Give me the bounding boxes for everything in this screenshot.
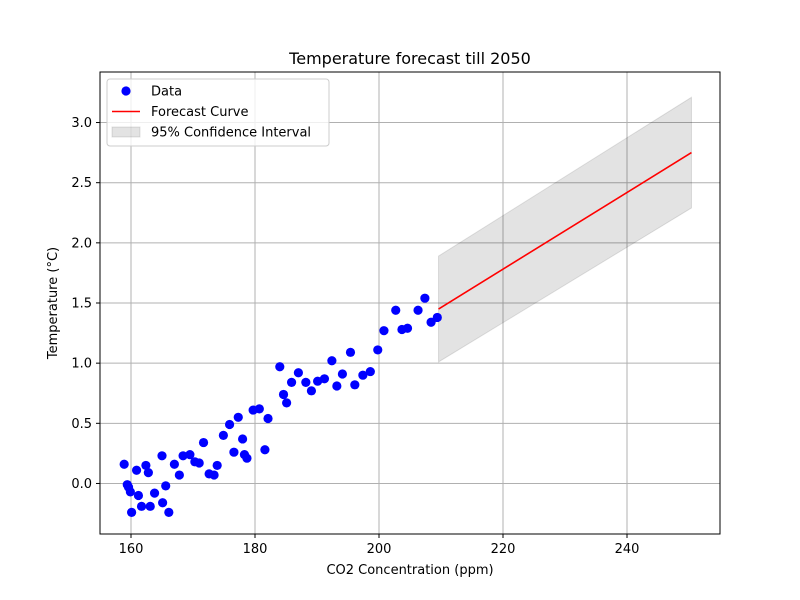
data-point [194,458,204,468]
data-point [282,398,292,408]
data-point [332,381,342,391]
y-tick-label: 1.5 [71,297,92,312]
data-point [278,389,289,400]
data-point [319,374,330,384]
y-tick-label: 0.5 [71,417,92,432]
y-tick-label: 3.0 [71,116,92,131]
y-tick-label: 1.0 [71,357,92,372]
data-point [157,451,167,461]
data-point [379,326,389,336]
data-point [212,460,222,471]
x-tick-label: 180 [243,542,268,557]
data-point [391,305,401,315]
data-point [185,449,195,460]
legend-label: 95% Confidence Interval [151,126,311,141]
data-point [238,434,248,444]
data-points-layer [119,293,442,517]
data-point [254,404,264,414]
data-point [337,369,348,379]
data-point [293,368,303,378]
legend-marker-interval [111,126,141,138]
data-point [119,459,129,469]
forecast-line-layer [438,151,692,310]
x-tick-label: 160 [119,542,144,557]
legend-marker-data [121,86,131,96]
confidence-band-layer [438,96,692,363]
data-point [164,507,174,517]
y-tick-label: 2.5 [71,176,92,191]
data-point [233,412,243,422]
data-point [413,305,423,315]
data-point [242,453,252,463]
data-point [158,498,168,508]
data-point [127,507,137,517]
data-point [301,377,311,388]
axis-ticks: 160 180 200 220 240 0.0 0.5 1.0 1.5 2.0 2.5 3.0 [71,116,639,557]
data-point [174,470,184,480]
x-tick-label: 220 [491,542,516,557]
data-point [327,356,337,366]
data-point [218,430,228,440]
chart-title: Temperature forecast till 2050 [288,49,531,68]
data-point [143,468,153,478]
data-point [149,488,160,498]
data-point [133,490,144,501]
x-tick-label: 200 [367,542,392,557]
data-point [145,501,155,511]
legend: Data Forecast Curve 95% Confidence Interva… [106,78,330,147]
data-point [275,362,285,372]
confidence-band [438,96,692,363]
data-point [373,345,383,355]
data-point [345,347,356,357]
data-point [125,487,135,497]
data-point [402,323,413,333]
data-point [263,413,273,424]
data-point [224,419,235,430]
data-point [141,460,151,471]
data-point [358,370,368,380]
data-point [432,312,442,323]
forecast-curve [438,151,692,310]
data-point [161,481,171,491]
data-point [209,470,219,480]
data-point [365,366,375,377]
y-axis-label: Temperature (°C) [46,247,61,360]
data-point [178,451,188,461]
data-point [420,293,430,303]
legend-box [106,78,330,147]
data-point [229,447,239,457]
data-point [198,437,209,448]
y-tick-label: 0.0 [71,477,92,492]
y-tick-label: 2.0 [71,236,92,251]
data-point [306,386,317,396]
data-point [131,465,142,475]
data-point [286,377,297,388]
x-tick-label: 240 [615,542,640,557]
grid [100,72,720,534]
legend-label: Forecast Curve [151,105,249,120]
data-point [350,380,360,390]
legend-label: Data [151,85,182,100]
data-point [426,317,436,327]
x-axis-label: CO2 Concentration (ppm) [326,563,493,578]
data-point [169,459,179,469]
data-point [136,501,147,511]
data-point [260,445,270,455]
